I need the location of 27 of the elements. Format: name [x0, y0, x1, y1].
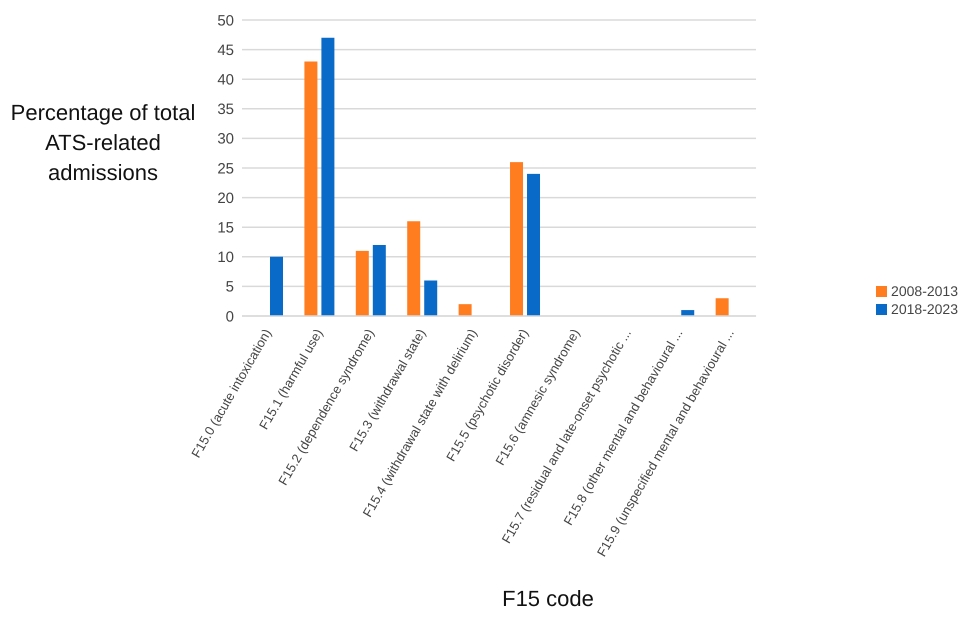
bar: [407, 221, 420, 316]
bar: [681, 310, 694, 316]
bar: [372, 244, 386, 316]
bar: [304, 61, 318, 316]
x-axis-title: F15 code: [501, 586, 595, 612]
bar: [458, 304, 472, 316]
bar: [321, 38, 334, 316]
bar: [270, 256, 283, 316]
bar: [424, 280, 438, 316]
y-tick-label: 20: [217, 190, 234, 207]
y-tick-label: 30: [217, 130, 234, 148]
legend-label: 2008-2013: [891, 283, 958, 299]
y-tick-label: 50: [217, 12, 234, 30]
y-tick-label: 15: [217, 220, 234, 237]
bar: [527, 174, 540, 316]
y-tick-label: 40: [217, 72, 234, 89]
bar: [510, 162, 524, 316]
y-tick-label: 25: [217, 160, 234, 178]
y-tick-label: 10: [217, 249, 234, 266]
y-tick-label: 35: [217, 101, 234, 118]
y-axis-title: Percentage of total ATS-related admissions: [10, 99, 196, 187]
y-tick-label: 45: [217, 42, 234, 59]
y-tick-label: 0: [226, 308, 234, 326]
bar: [716, 298, 729, 316]
y-tick-label: 5: [226, 278, 234, 296]
legend-label: 2018-2023: [891, 301, 958, 317]
bar: [356, 250, 369, 316]
